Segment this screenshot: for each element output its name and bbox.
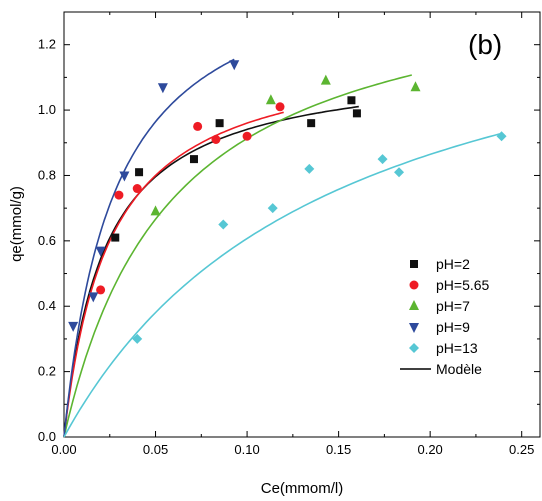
plot-frame: [63, 11, 541, 438]
x-tick-label: 0.05: [143, 442, 168, 457]
x-axis-title: Ce(mmom/l): [261, 480, 344, 497]
legend-label: pH=5.65: [436, 277, 490, 293]
model-curve-pH=2: [63, 105, 359, 438]
data-point: [95, 246, 106, 257]
data-point: [229, 60, 240, 71]
data-point: [119, 171, 130, 182]
y-tick-label: 0.0: [38, 429, 56, 444]
data-point: [215, 119, 224, 128]
data-point: [150, 205, 161, 216]
data-points: [68, 60, 507, 344]
y-axis-title: qe(mmol/g): [8, 186, 25, 262]
legend-marker: [409, 323, 419, 333]
data-point: [218, 219, 229, 230]
data-point: [347, 96, 356, 105]
data-point: [394, 167, 405, 178]
model-curves: [63, 58, 500, 438]
data-point: [377, 154, 388, 165]
legend-label: pH=9: [436, 319, 470, 335]
legend-marker: [409, 300, 419, 310]
data-point: [410, 81, 421, 92]
data-point: [265, 94, 276, 105]
model-curve-pH=13: [63, 133, 500, 438]
legend-label: pH=13: [436, 340, 478, 356]
y-tick-label: 1.0: [38, 102, 56, 117]
data-point: [320, 74, 331, 85]
data-point: [68, 321, 79, 332]
legend-label: pH=2: [436, 256, 470, 272]
legend-label: pH=7: [436, 298, 470, 314]
y-tick-label: 1.2: [38, 37, 56, 52]
legend: pH=2 pH=5.65 pH=7 pH=9 pH=13 Modèle: [400, 256, 490, 377]
x-tick-label: 0.10: [234, 442, 259, 457]
data-point: [132, 333, 143, 344]
legend-marker: [409, 343, 419, 353]
data-point: [352, 109, 361, 118]
x-tick-label: 0.00: [51, 442, 76, 457]
x-tick-label: 0.20: [417, 442, 442, 457]
model-curve-pH=5.65: [63, 111, 284, 438]
data-point: [132, 184, 142, 194]
data-point: [135, 168, 144, 177]
legend-marker: [409, 280, 419, 290]
y-tick-label: 0.2: [38, 364, 56, 379]
x-tick-label: 0.15: [326, 442, 351, 457]
data-point: [96, 285, 106, 295]
data-point: [193, 121, 203, 131]
y-tick-label: 0.6: [38, 233, 56, 248]
data-point: [114, 190, 124, 200]
data-point: [275, 102, 285, 112]
data-point: [111, 233, 120, 242]
model-curve-pH=7: [63, 74, 412, 438]
y-tick-label: 0.4: [38, 298, 56, 313]
data-point: [157, 83, 168, 94]
data-point: [496, 131, 507, 142]
axis-ticks: 0.00 0.05 0.10 0.15 0.20 0.25 0.0 0.2 0.4 0.6 0.8 1…: [38, 11, 540, 457]
x-tick-label: 0.25: [509, 442, 534, 457]
data-point: [267, 203, 278, 214]
data-point: [189, 155, 198, 164]
data-point: [307, 119, 316, 128]
panel-label: (b): [468, 29, 502, 60]
legend-marker: [410, 260, 418, 268]
y-tick-label: 0.8: [38, 167, 56, 182]
legend-label: Modèle: [436, 361, 482, 377]
data-point: [88, 292, 99, 303]
data-point: [242, 131, 252, 141]
data-point: [211, 135, 221, 144]
model-curve-pH=9: [63, 58, 235, 438]
data-point: [304, 163, 315, 174]
